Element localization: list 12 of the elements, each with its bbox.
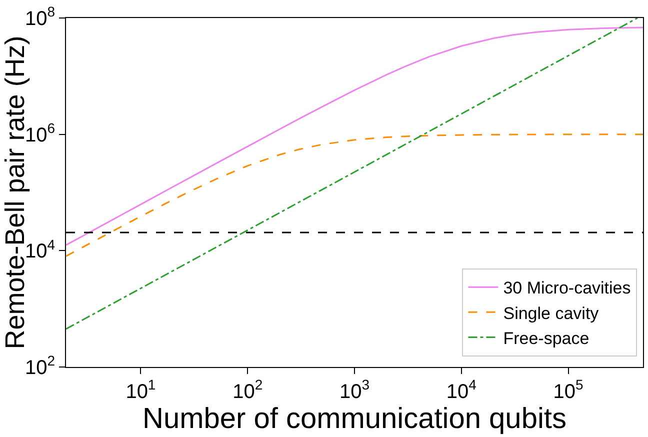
legend-label: 30 Micro-cavities xyxy=(503,278,631,298)
x-tick-label: 10$^{3}$ xyxy=(339,376,370,403)
x-tick-label: 10$^{4}$ xyxy=(446,376,477,403)
legend-label: Single cavity xyxy=(503,304,600,323)
y-tick-label: 10$^{6}$ xyxy=(24,120,56,146)
y-tick-label: 10$^{2}$ xyxy=(24,352,56,379)
x-axis-title: Number of communication qubits xyxy=(142,403,566,435)
y-tick-label: 10$^{8}$ xyxy=(24,4,56,30)
x-tick-label: 10$^{2}$ xyxy=(232,376,263,403)
legend-label: Free-space xyxy=(503,328,590,348)
x-tick-label: 10$^{1}$ xyxy=(126,376,156,403)
x-tick-label: 10$^{5}$ xyxy=(553,376,584,403)
